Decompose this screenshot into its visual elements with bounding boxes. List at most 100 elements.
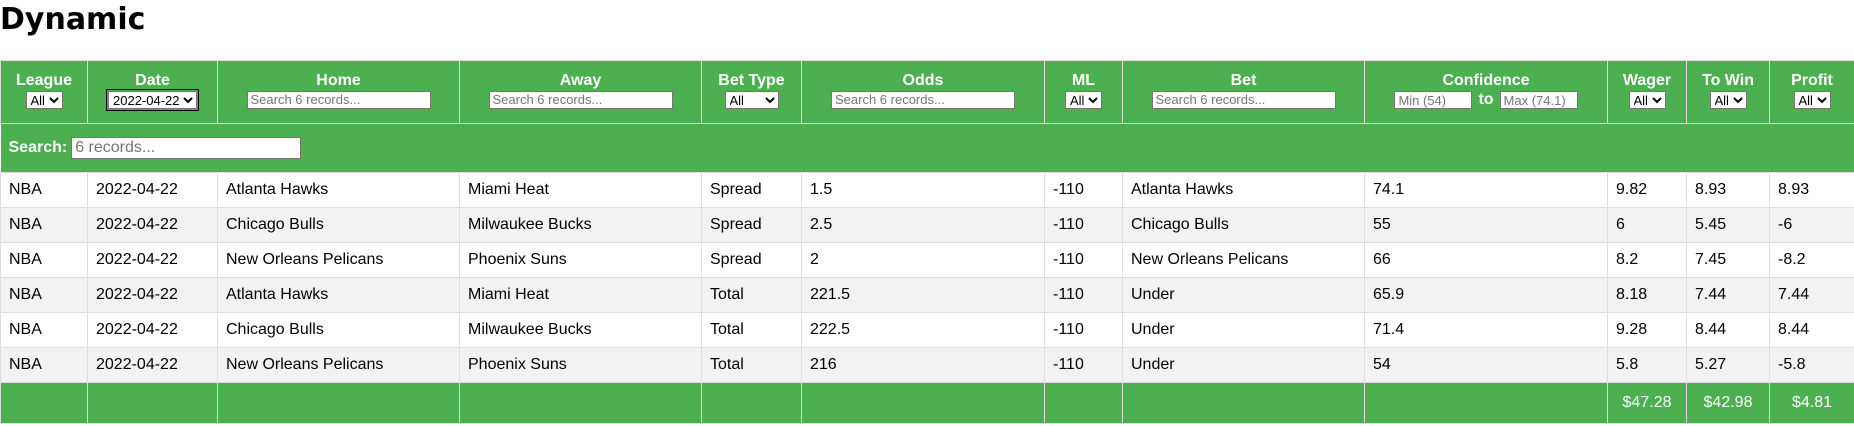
global-search-label: Search: <box>8 139 68 157</box>
wager-filter-select[interactable]: All <box>1628 90 1666 109</box>
cell-confidence: 55 <box>1364 207 1608 243</box>
cell-to-win: 5.45 <box>1686 207 1770 243</box>
cell-profit: 8.44 <box>1769 312 1854 348</box>
column-label-away: Away <box>559 72 602 89</box>
to-win-filter-select[interactable]: All <box>1709 90 1747 109</box>
column-label-ml: ML <box>1071 72 1096 89</box>
cell-date: 2022-04-22 <box>87 277 218 313</box>
table-row: NBA 2022-04-22 Chicago Bulls Milwaukee Buck… <box>0 207 1854 243</box>
profit-filter-select[interactable]: All <box>1793 90 1831 109</box>
cell-wager: 6 <box>1607 207 1687 243</box>
cell-profit: -6 <box>1769 207 1854 243</box>
cell-confidence: 54 <box>1364 347 1608 383</box>
cell-profit: 7.44 <box>1769 277 1854 313</box>
table-body: NBA 2022-04-22 Atlanta Hawks Miami Heat Spre… <box>0 172 1854 383</box>
cell-wager: 8.2 <box>1607 242 1687 278</box>
cell-date: 2022-04-22 <box>87 172 218 208</box>
cell-home: New Orleans Pelicans <box>217 242 460 278</box>
column-header-wager[interactable]: Wager All <box>1607 60 1687 124</box>
page-title: Dynamic <box>0 2 146 37</box>
cell-away: Phoenix Suns <box>459 347 702 383</box>
cell-date: 2022-04-22 <box>87 242 218 278</box>
column-label-date: Date <box>135 72 170 89</box>
column-label-bet-type: Bet Type <box>718 72 785 89</box>
cell-away: Miami Heat <box>459 172 702 208</box>
cell-bet: Atlanta Hawks <box>1122 172 1365 208</box>
date-filter-select[interactable]: 2022-04-22 <box>106 88 199 111</box>
away-search-input[interactable] <box>488 90 673 109</box>
cell-league: NBA <box>0 207 88 243</box>
cell-bet: Under <box>1122 277 1365 313</box>
column-label-home: Home <box>316 72 361 89</box>
table-row: NBA 2022-04-22 New Orleans Pelicans Phoenix… <box>0 347 1854 383</box>
total-wager: $47.28 <box>1607 382 1687 424</box>
cell-away: Milwaukee Bucks <box>459 312 702 348</box>
column-header-bet[interactable]: Bet <box>1122 60 1365 124</box>
column-header-away[interactable]: Away <box>459 60 702 124</box>
cell-to-win: 8.44 <box>1686 312 1770 348</box>
cell-odds: 221.5 <box>801 277 1045 313</box>
global-search-row: Search: <box>0 123 1854 173</box>
cell-bet: Under <box>1122 312 1365 348</box>
cell-ml: -110 <box>1044 277 1123 313</box>
cell-bet-type: Total <box>701 312 802 348</box>
cell-league: NBA <box>0 242 88 278</box>
column-header-confidence[interactable]: Confidence to <box>1364 60 1608 124</box>
cell-away: Phoenix Suns <box>459 242 702 278</box>
column-label-odds: Odds <box>902 72 944 89</box>
home-search-input[interactable] <box>246 90 431 109</box>
cell-home: Chicago Bulls <box>217 207 460 243</box>
cell-bet-type: Total <box>701 347 802 383</box>
cell-ml: -110 <box>1044 172 1123 208</box>
totals-cell-empty <box>87 382 218 424</box>
cell-league: NBA <box>0 312 88 348</box>
totals-cell-empty <box>459 382 702 424</box>
cell-date: 2022-04-22 <box>87 207 218 243</box>
ml-filter-select[interactable]: All <box>1065 90 1102 109</box>
cell-bet: New Orleans Pelicans <box>1122 242 1365 278</box>
global-search-cell: Search: <box>0 123 1854 173</box>
bet-search-input[interactable] <box>1151 90 1336 109</box>
totals-row: $47.28 $42.98 $4.81 <box>0 382 1854 424</box>
cell-home: New Orleans Pelicans <box>217 347 460 383</box>
cell-odds: 2.5 <box>801 207 1045 243</box>
odds-search-input[interactable] <box>831 90 1015 109</box>
totals-cell-empty <box>1122 382 1365 424</box>
global-search-input[interactable] <box>71 137 302 159</box>
cell-profit: -5.8 <box>1769 347 1854 383</box>
cell-home: Atlanta Hawks <box>217 277 460 313</box>
column-label-wager: Wager <box>1622 72 1672 89</box>
cell-to-win: 5.27 <box>1686 347 1770 383</box>
cell-bet-type: Spread <box>701 242 802 278</box>
league-filter-select[interactable]: All <box>25 90 63 109</box>
cell-confidence: 74.1 <box>1364 172 1608 208</box>
totals-cell-empty <box>217 382 460 424</box>
column-header-home[interactable]: Home <box>217 60 460 124</box>
confidence-min-input[interactable] <box>1394 91 1473 109</box>
column-header-league[interactable]: League All <box>0 60 88 124</box>
column-header-odds[interactable]: Odds <box>801 60 1045 124</box>
cell-odds: 222.5 <box>801 312 1045 348</box>
cell-wager: 5.8 <box>1607 347 1687 383</box>
total-to-win: $42.98 <box>1686 382 1770 424</box>
column-label-league: League <box>15 72 72 89</box>
totals-cell-empty <box>801 382 1045 424</box>
table-row: NBA 2022-04-22 Chicago Bulls Milwaukee Buck… <box>0 312 1854 348</box>
confidence-max-input[interactable] <box>1499 91 1578 109</box>
column-header-ml[interactable]: ML All <box>1044 60 1123 124</box>
column-header-date[interactable]: Date 2022-04-22 <box>87 60 218 124</box>
cell-wager: 9.82 <box>1607 172 1687 208</box>
cell-bet: Chicago Bulls <box>1122 207 1365 243</box>
cell-date: 2022-04-22 <box>87 347 218 383</box>
bet-type-filter-select[interactable]: All <box>724 90 779 109</box>
cell-bet-type: Spread <box>701 172 802 208</box>
totals-cell-empty <box>0 382 88 424</box>
cell-ml: -110 <box>1044 347 1123 383</box>
cell-to-win: 7.44 <box>1686 277 1770 313</box>
column-header-profit[interactable]: Profit All <box>1769 60 1854 124</box>
cell-odds: 1.5 <box>801 172 1045 208</box>
column-label-bet: Bet <box>1230 72 1257 89</box>
range-separator: to <box>1478 91 1494 108</box>
column-header-to-win[interactable]: To Win All <box>1686 60 1770 124</box>
column-header-bet-type[interactable]: Bet Type All <box>701 60 802 124</box>
